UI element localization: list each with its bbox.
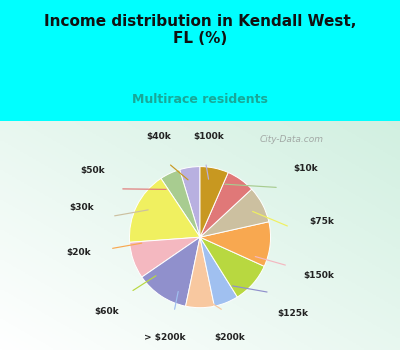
Text: > $200k: > $200k [144,333,186,342]
Wedge shape [200,237,264,297]
Text: $200k: $200k [214,333,245,342]
Text: $150k: $150k [303,272,334,280]
Text: $125k: $125k [278,309,309,318]
Wedge shape [200,167,228,237]
Wedge shape [180,167,200,237]
Wedge shape [200,189,269,237]
Text: $30k: $30k [69,203,94,212]
Text: $100k: $100k [193,133,224,141]
Wedge shape [200,173,252,237]
Wedge shape [130,178,200,242]
Text: $50k: $50k [80,166,105,175]
Wedge shape [200,222,270,266]
Text: $75k: $75k [309,217,334,226]
Text: City-Data.com: City-Data.com [260,135,324,144]
Text: $20k: $20k [66,248,91,257]
Wedge shape [161,170,200,237]
Wedge shape [186,237,214,308]
Text: $10k: $10k [294,163,318,173]
Wedge shape [200,237,237,306]
Text: $40k: $40k [147,133,172,141]
Text: Multirace residents: Multirace residents [132,92,268,105]
Text: $60k: $60k [94,307,119,316]
Text: Income distribution in Kendall West,
FL (%): Income distribution in Kendall West, FL … [44,14,356,47]
Wedge shape [142,237,200,306]
Wedge shape [130,237,200,277]
